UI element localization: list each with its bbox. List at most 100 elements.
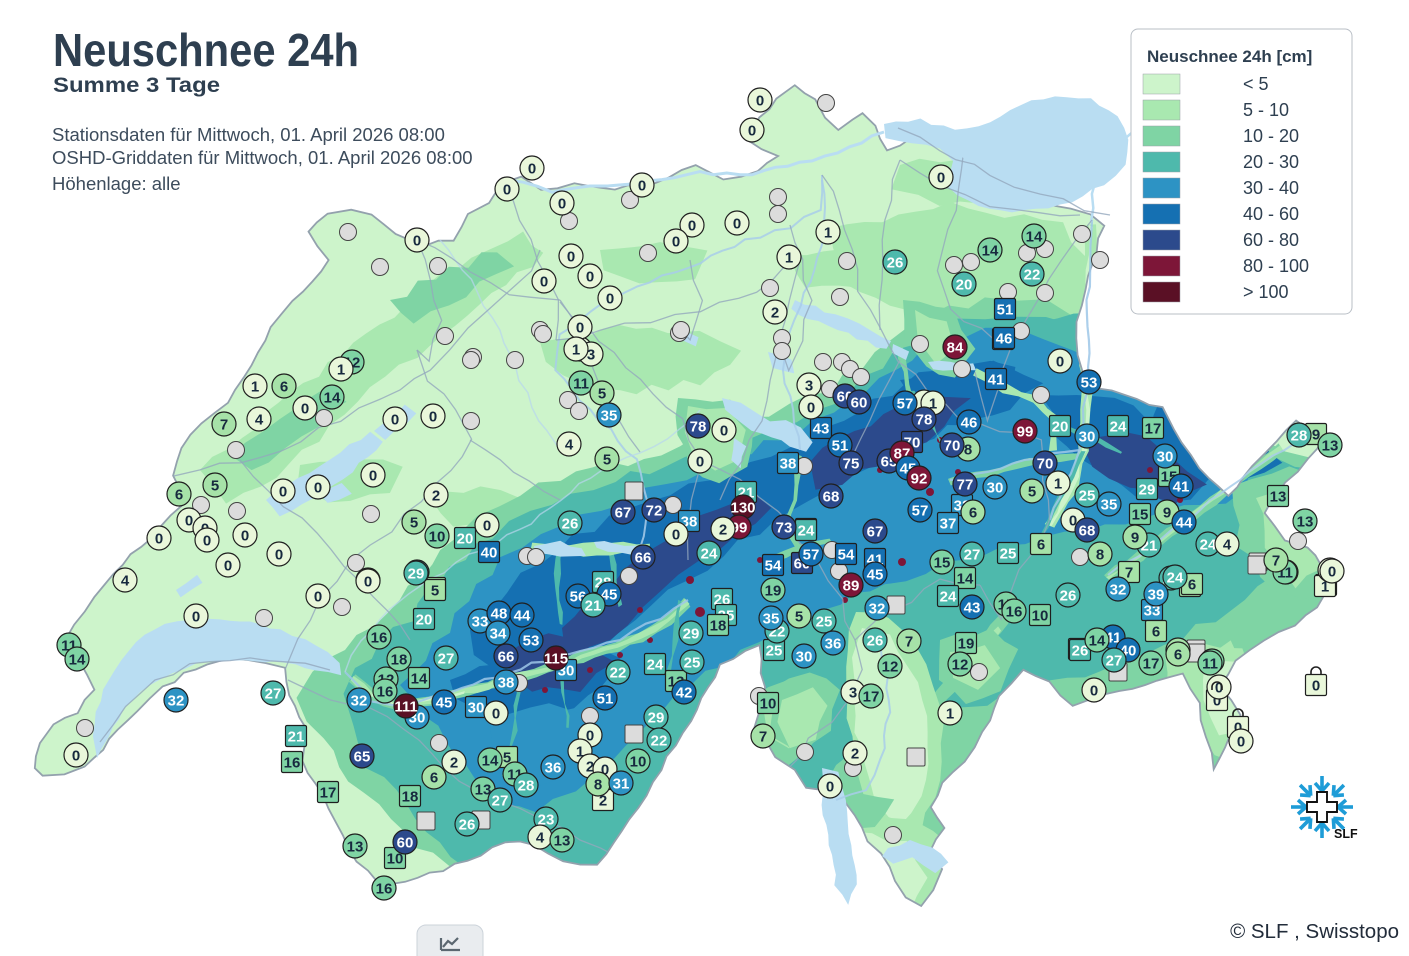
svg-text:24: 24 [647,657,664,674]
svg-text:5: 5 [603,452,611,469]
svg-text:25: 25 [1079,488,1096,505]
svg-text:0: 0 [1069,513,1077,530]
svg-text:9: 9 [1163,505,1171,522]
svg-text:1: 1 [572,342,580,359]
svg-text:57: 57 [803,547,820,564]
svg-text:0: 0 [72,748,80,765]
svg-text:53: 53 [1081,375,1098,392]
svg-text:16: 16 [1006,604,1023,621]
svg-text:7: 7 [1272,553,1280,570]
svg-text:6: 6 [430,770,438,787]
svg-text:© SLF , Swisstopo: © SLF , Swisstopo [1230,920,1399,943]
svg-text:6: 6 [969,505,977,522]
svg-text:53: 53 [523,633,540,650]
svg-text:0: 0 [748,123,756,140]
svg-text:0: 0 [203,533,211,550]
svg-text:67: 67 [867,524,884,541]
svg-text:10: 10 [760,696,777,713]
svg-text:65: 65 [354,749,371,766]
svg-text:77: 77 [957,477,974,494]
svg-text:Neuschnee 24h [cm]: Neuschnee 24h [cm] [1147,47,1312,66]
svg-text:32: 32 [168,693,185,710]
svg-text:0: 0 [1056,354,1064,371]
svg-text:0: 0 [185,513,193,530]
svg-text:5: 5 [1028,484,1036,501]
svg-text:> 100: > 100 [1243,282,1289,302]
svg-text:5: 5 [503,750,511,767]
svg-text:35: 35 [763,611,780,628]
svg-text:0: 0 [601,762,609,779]
svg-text:18: 18 [402,789,419,806]
svg-text:0: 0 [826,779,834,796]
svg-text:22: 22 [651,733,668,750]
svg-text:1: 1 [251,379,259,396]
svg-text:5: 5 [795,609,803,626]
svg-text:0: 0 [483,518,491,535]
svg-text:19: 19 [765,583,782,600]
svg-text:18: 18 [391,652,408,669]
svg-text:34: 34 [490,626,507,643]
svg-text:80 - 100: 80 - 100 [1243,256,1309,276]
svg-text:OSHD-Griddaten für Mittwoch, 0: OSHD-Griddaten für Mittwoch, 01. April 2… [52,147,473,168]
svg-text:7: 7 [759,729,767,746]
svg-text:38: 38 [780,456,797,473]
svg-text:11: 11 [573,376,589,393]
svg-text:21: 21 [288,729,305,746]
svg-text:41: 41 [1173,479,1190,496]
svg-text:84: 84 [947,340,964,357]
svg-text:2: 2 [599,793,607,810]
svg-text:Summe 3 Tage: Summe 3 Tage [53,73,220,97]
svg-text:32: 32 [1110,582,1127,599]
svg-text:6: 6 [175,487,183,504]
svg-text:4: 4 [565,437,574,454]
svg-text:17: 17 [1143,656,1160,673]
svg-text:0: 0 [756,93,764,110]
svg-text:99: 99 [1017,424,1034,441]
svg-text:2: 2 [851,746,859,763]
svg-text:38: 38 [498,675,515,692]
svg-text:37: 37 [940,516,957,533]
svg-text:45: 45 [601,587,618,604]
svg-text:0: 0 [492,706,500,723]
svg-text:0: 0 [586,728,594,745]
svg-text:78: 78 [690,419,707,436]
svg-text:5: 5 [431,583,439,600]
svg-text:51: 51 [997,302,1014,319]
svg-text:10: 10 [630,754,647,771]
svg-text:13: 13 [1322,438,1339,455]
svg-text:30: 30 [987,480,1004,497]
svg-text:5: 5 [598,386,606,403]
svg-text:73: 73 [776,520,793,537]
svg-text:2: 2 [586,759,594,776]
svg-text:6: 6 [1152,624,1160,641]
svg-text:2: 2 [771,305,779,322]
svg-text:13: 13 [1297,514,1314,531]
svg-text:51: 51 [597,691,614,708]
svg-text:68: 68 [1079,523,1096,540]
svg-text:5 - 10: 5 - 10 [1243,100,1289,120]
svg-text:30: 30 [1079,429,1096,446]
svg-text:26: 26 [887,255,904,272]
svg-text:17: 17 [1145,421,1162,438]
svg-text:1: 1 [824,225,832,242]
svg-text:67: 67 [615,505,632,522]
svg-text:31: 31 [613,776,630,793]
svg-text:16: 16 [376,881,393,898]
svg-text:4: 4 [255,412,264,429]
svg-text:70: 70 [1037,456,1054,473]
svg-text:6: 6 [1188,577,1196,594]
svg-text:0: 0 [1090,683,1098,700]
svg-text:28: 28 [518,778,535,795]
svg-text:43: 43 [964,600,981,617]
svg-text:0: 0 [391,412,399,429]
svg-text:14: 14 [411,671,428,688]
svg-text:25: 25 [816,614,833,631]
svg-text:20: 20 [416,612,433,629]
svg-text:43: 43 [813,421,830,438]
svg-text:46: 46 [961,415,978,432]
svg-text:14: 14 [69,652,86,669]
svg-text:2: 2 [719,522,727,539]
svg-text:0: 0 [672,234,680,251]
svg-text:0: 0 [369,468,377,485]
svg-text:0: 0 [586,269,594,286]
